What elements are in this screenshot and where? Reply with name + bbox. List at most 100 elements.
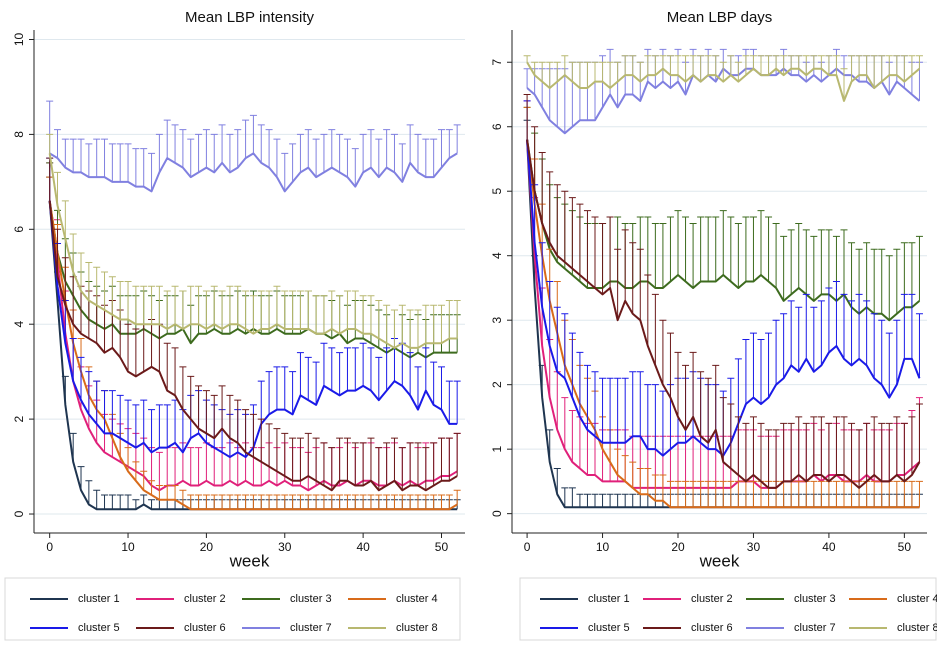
error-bar (576, 493, 584, 508)
error-bar (523, 68, 531, 89)
error-bar (414, 442, 422, 486)
error-bar (453, 124, 461, 154)
legend-label: cluster 2 (691, 593, 733, 605)
error-bar (674, 480, 682, 508)
error-bar (885, 332, 893, 398)
error-bar (289, 290, 297, 329)
error-bar (689, 480, 697, 508)
error-bar (218, 124, 226, 163)
error-bar (148, 285, 156, 325)
error-bar (629, 55, 637, 76)
error-bar (155, 285, 163, 325)
error-bar (712, 216, 720, 282)
error-bar (878, 248, 886, 314)
error-bar (351, 442, 359, 486)
error-bar (289, 143, 297, 182)
error-bar (336, 494, 344, 510)
error-bar (636, 468, 644, 495)
error-bar (148, 480, 156, 496)
error-bar (218, 385, 226, 429)
error-bar (734, 358, 742, 424)
y-tick-label: 6 (12, 226, 26, 233)
error-bar (312, 138, 320, 178)
error-bar (218, 290, 226, 329)
series-line (526, 139, 920, 509)
error-bar (742, 216, 750, 282)
error-bar (863, 55, 871, 76)
error-bar (697, 216, 705, 282)
error-bar (772, 55, 780, 69)
error-bar (908, 416, 916, 475)
error-bar (621, 229, 629, 301)
error-bar (802, 422, 810, 482)
series-line (48, 200, 458, 511)
series (46, 176, 461, 511)
error-bar (367, 347, 375, 391)
error-bar (825, 287, 833, 353)
error-bar (281, 494, 289, 510)
error-bar (304, 356, 312, 401)
error-bar (832, 55, 840, 76)
error-bar (367, 295, 375, 334)
error-bar (817, 55, 825, 69)
error-bar (614, 248, 622, 321)
error-bar (163, 485, 171, 500)
error-bar (414, 309, 422, 348)
error-bar (682, 480, 690, 508)
error-bar (682, 435, 690, 488)
legend-label: cluster 8 (396, 622, 438, 634)
x-tick-label: 50 (898, 540, 912, 554)
error-bar (195, 447, 203, 486)
series (46, 133, 461, 349)
error-bar (406, 494, 414, 510)
error-bar (704, 480, 712, 508)
error-bar (304, 494, 312, 510)
x-tick-label: 10 (596, 540, 610, 554)
error-bar (840, 229, 848, 295)
error-bar (430, 494, 438, 510)
error-bar (893, 480, 901, 508)
error-bar (734, 61, 742, 82)
error-bar (242, 290, 250, 329)
error-bar (576, 416, 584, 469)
error-bar (312, 437, 320, 481)
error-bar (787, 55, 795, 69)
error-bar (171, 124, 179, 163)
error-bar (328, 129, 336, 168)
error-bar (383, 494, 391, 510)
error-bar (538, 152, 546, 224)
error-bar (163, 342, 171, 391)
error-bar (757, 339, 765, 405)
error-bar (398, 143, 406, 182)
error-bar (367, 494, 375, 510)
error-bar (383, 347, 391, 391)
error-bar (148, 499, 156, 510)
error-bar (757, 55, 765, 76)
error-bar (85, 262, 93, 301)
error-bar (273, 285, 281, 325)
error-bar (810, 416, 818, 475)
error-bar (832, 480, 840, 508)
error-bar (336, 133, 344, 173)
error-bar (101, 138, 109, 178)
error-bar (69, 233, 77, 273)
error-bar (296, 290, 304, 329)
error-bar (422, 304, 430, 344)
error-bar (281, 152, 289, 192)
error-bar (148, 318, 156, 367)
error-bar (140, 399, 148, 443)
error-bar (795, 416, 803, 475)
error-bar (390, 309, 398, 348)
error-bar (273, 494, 281, 510)
error-bar (644, 216, 652, 282)
error-bar (727, 216, 735, 282)
error-bar (682, 55, 690, 82)
error-bar (210, 394, 218, 439)
error-bar (870, 416, 878, 475)
error-bar (93, 138, 101, 178)
x-tick-label: 50 (435, 540, 449, 554)
error-bar (108, 143, 116, 182)
error-bar (398, 304, 406, 344)
error-bar (817, 229, 825, 295)
error-bar (848, 55, 856, 82)
